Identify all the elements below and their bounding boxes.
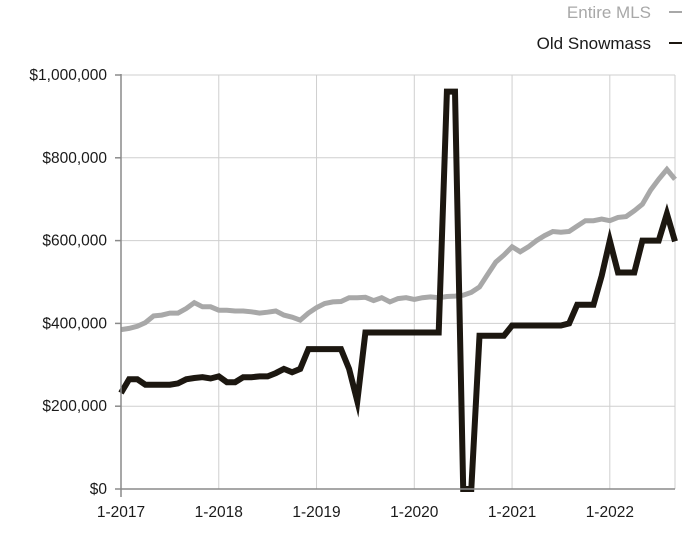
x-tick-label: 1-2018 xyxy=(195,504,243,521)
series-layer xyxy=(118,88,678,492)
y-tick-labels: $0 $200,000 $400,000 $600,000 $800,000 $1,000… xyxy=(29,67,107,498)
series-line-old-snowmass xyxy=(118,88,678,492)
y-tick-label: $400,000 xyxy=(42,315,107,332)
y-tick-label: $200,000 xyxy=(42,398,107,415)
legend: Entire MLS Old Snowmass xyxy=(537,3,682,53)
y-tick-label: $800,000 xyxy=(42,150,107,167)
x-tick-label: 1-2022 xyxy=(586,504,634,521)
x-tick-label: 1-2019 xyxy=(292,504,340,521)
x-tick-label: 1-2017 xyxy=(97,504,145,521)
x-gridlines xyxy=(218,75,676,489)
y-tick-label: $600,000 xyxy=(42,233,107,250)
x-tick-label: 1-2020 xyxy=(390,504,439,521)
legend-label: Old Snowmass xyxy=(537,34,651,53)
axes xyxy=(115,74,675,497)
series-line-entire-mls xyxy=(120,165,677,333)
y-tick-label: $1,000,000 xyxy=(29,67,107,84)
y-tick-label: $0 xyxy=(90,481,108,498)
x-tick-label: 1-2021 xyxy=(488,504,536,521)
x-tick-labels: 1-2017 1-2018 1-2019 1-2020 1-2021 1-2022 xyxy=(97,504,634,521)
legend-label: Entire MLS xyxy=(567,3,651,22)
y-gridlines xyxy=(121,74,675,407)
plot-area xyxy=(121,75,675,489)
